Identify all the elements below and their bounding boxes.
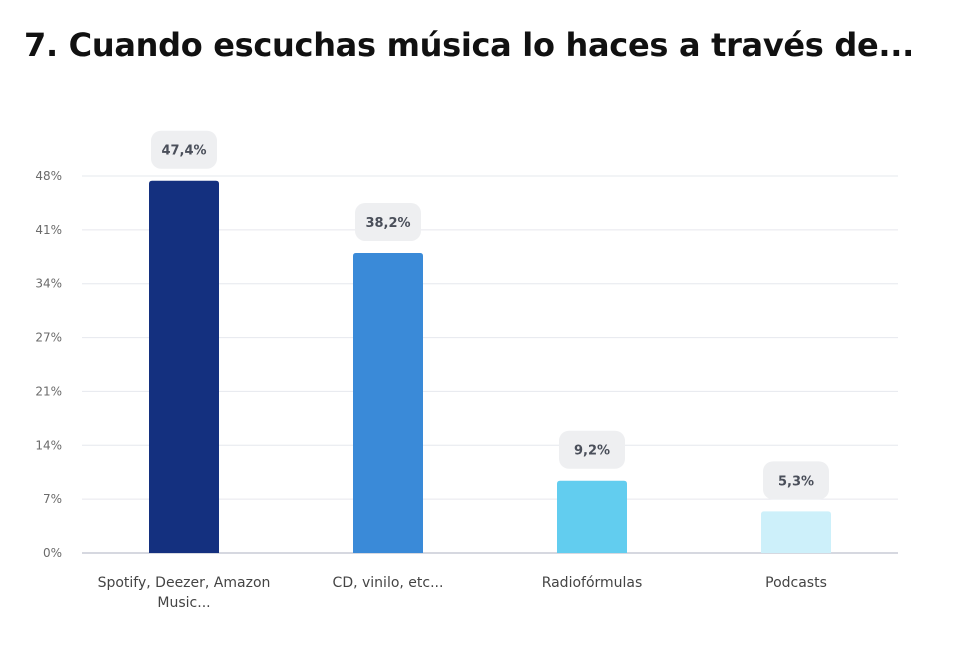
y-tick-label: 34% <box>35 277 62 291</box>
bar <box>761 511 831 553</box>
data-label-badge <box>559 430 625 469</box>
y-tick-label: 7% <box>43 492 62 506</box>
bar <box>557 480 627 553</box>
bar <box>353 252 423 554</box>
data-label: 38,2% <box>365 216 410 231</box>
y-tick-label: 14% <box>35 438 62 452</box>
data-label: 5,3% <box>778 474 814 489</box>
y-tick-label: 0% <box>43 546 62 560</box>
data-label-badge <box>763 461 829 500</box>
x-tick-label: Podcasts <box>765 575 827 591</box>
x-tick-label-line: Radiofórmulas <box>542 575 643 591</box>
y-tick-label: 27% <box>35 331 62 345</box>
data-label: 47,4% <box>161 144 206 159</box>
y-tick-label: 21% <box>35 384 62 398</box>
x-tick-label: Radiofórmulas <box>542 575 643 591</box>
x-tick-label-line: Music... <box>157 595 210 611</box>
x-tick-label-line: CD, vinilo, etc... <box>333 575 444 591</box>
x-tick-label-line: Spotify, Deezer, Amazon <box>98 575 271 591</box>
bar <box>149 180 219 553</box>
data-label: 9,2% <box>574 444 610 459</box>
y-tick-label: 41% <box>35 223 62 237</box>
data-label-badge <box>151 130 217 169</box>
page-title: 7. Cuando escuchas música lo haces a tra… <box>24 26 914 64</box>
x-tick-label: CD, vinilo, etc... <box>333 575 444 591</box>
y-axis: 0% 7% 14% 21% 27% 34% 41% 48% <box>35 169 62 560</box>
data-label-badge <box>355 202 421 241</box>
x-axis: Spotify, Deezer, Amazon Music... CD, vinil… <box>98 575 827 611</box>
bars: 47,4% 38,2% 9,2% 5,3% <box>149 130 831 554</box>
x-tick-label-line: Podcasts <box>765 575 827 591</box>
x-tick-label: Spotify, Deezer, Amazon Music... <box>98 575 271 611</box>
y-tick-label: 48% <box>35 169 62 183</box>
